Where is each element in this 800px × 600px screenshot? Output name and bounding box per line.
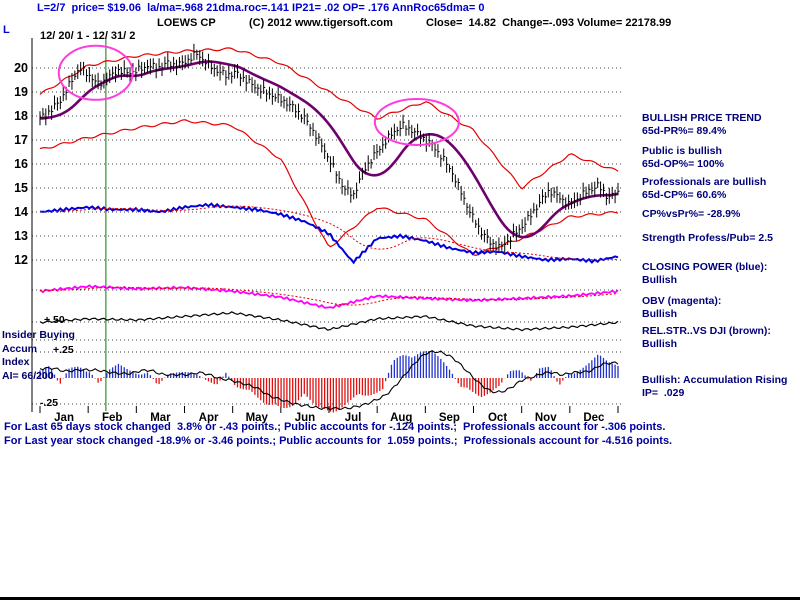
price-tick-label: 20 bbox=[14, 61, 28, 75]
footer-line-1: For Last 65 days stock changed 3.8% or -… bbox=[4, 421, 666, 433]
public-line: Public is bullish bbox=[642, 145, 722, 157]
accum-status-line: Bullish: Accumulation Rising bbox=[642, 374, 788, 386]
month-label: Apr bbox=[199, 412, 219, 424]
accum-label: Accum bbox=[2, 343, 38, 355]
month-label: Nov bbox=[535, 412, 557, 424]
closing-power-ma-dotted bbox=[39, 205, 619, 261]
price-tick-label: 16 bbox=[14, 157, 28, 171]
ai-value-label: AI= 66/200 bbox=[2, 370, 54, 382]
quote-line: Close= 14.82 Change=-.093 Volume= 22178.… bbox=[426, 17, 672, 29]
upper-band-line bbox=[39, 47, 619, 190]
price-tick-label: 18 bbox=[14, 109, 28, 123]
lower-band-line bbox=[39, 119, 619, 257]
month-label: Oct bbox=[488, 412, 507, 424]
trend-title: BULLISH PRICE TREND bbox=[642, 112, 762, 124]
prof-line: Professionals are bullish bbox=[642, 176, 767, 188]
insider-buying-label: Insider Buying bbox=[2, 329, 75, 341]
rs-status: Bullish bbox=[642, 338, 678, 350]
month-label: Aug bbox=[390, 412, 412, 424]
rs-title: REL.STR..VS DJI (brown): bbox=[642, 325, 771, 337]
month-label: May bbox=[246, 412, 269, 424]
ip-line: IP= .029 bbox=[642, 387, 685, 399]
obv-line bbox=[39, 284, 619, 309]
cp-title: CLOSING POWER (blue): bbox=[642, 261, 768, 273]
window-bottom-edge bbox=[0, 597, 800, 600]
cp-line: 65d-CP%= 60.6% bbox=[642, 189, 727, 201]
strength-line: Strength Profess/Pub= 2.5 bbox=[642, 232, 773, 244]
price-tick-label: 19 bbox=[14, 85, 28, 99]
month-label: Dec bbox=[583, 412, 605, 424]
month-label: Sep bbox=[439, 412, 460, 424]
accum-index-line bbox=[39, 350, 619, 411]
annotation-ellipse bbox=[373, 98, 460, 146]
cp-vs-pr: CP%vsPr%= -28.9% bbox=[642, 208, 741, 220]
price-tick-label: 17 bbox=[14, 133, 28, 147]
trend-pr: 65d-PR%= 89.4% bbox=[642, 125, 727, 137]
index-label: Index bbox=[2, 356, 30, 368]
month-label: Mar bbox=[150, 412, 171, 424]
annotation-ellipse bbox=[57, 44, 134, 101]
rs-scale-label: + 50 bbox=[44, 314, 65, 326]
footer-line-2: For Last year stock changed -18.9% or -3… bbox=[4, 435, 673, 447]
copyright-text: (C) 2012 www.tigersoft.com bbox=[249, 17, 393, 29]
price-tick-label: 13 bbox=[14, 229, 28, 243]
header-left-letter: L bbox=[3, 24, 10, 36]
symbol-title: LOEWS CP bbox=[157, 17, 216, 29]
date-range: 12/ 20/ 1 - 12/ 31/ 2 bbox=[40, 30, 136, 42]
price-tick-label: 15 bbox=[14, 181, 28, 195]
chart-canvas[interactable]: 20 19 18 17 16 15 14 13 12 Jan Feb Mar Apr May Jun Jul A… bbox=[0, 0, 640, 460]
month-label: Jan bbox=[54, 412, 74, 424]
month-label: Jun bbox=[295, 412, 315, 424]
accum-plus-scale: +.25 bbox=[53, 344, 74, 356]
header-stats-line: L=2/7 price= $19.06 la/ma=.968 21dma.roc… bbox=[37, 2, 485, 14]
obv-status: Bullish bbox=[642, 308, 678, 320]
price-tick-label: 12 bbox=[14, 253, 28, 267]
obv-title: OBV (magenta): bbox=[642, 295, 722, 307]
rel-str-line bbox=[39, 311, 619, 332]
price-tick-label: 14 bbox=[14, 205, 28, 219]
cp-status: Bullish bbox=[642, 274, 678, 286]
obv-ma-dotted bbox=[39, 286, 619, 306]
month-label: Feb bbox=[102, 412, 122, 424]
accum-minus-scale: -.25 bbox=[40, 397, 59, 409]
op-line: 65d-OP%= 100% bbox=[642, 158, 725, 170]
month-label: Jul bbox=[345, 412, 362, 424]
